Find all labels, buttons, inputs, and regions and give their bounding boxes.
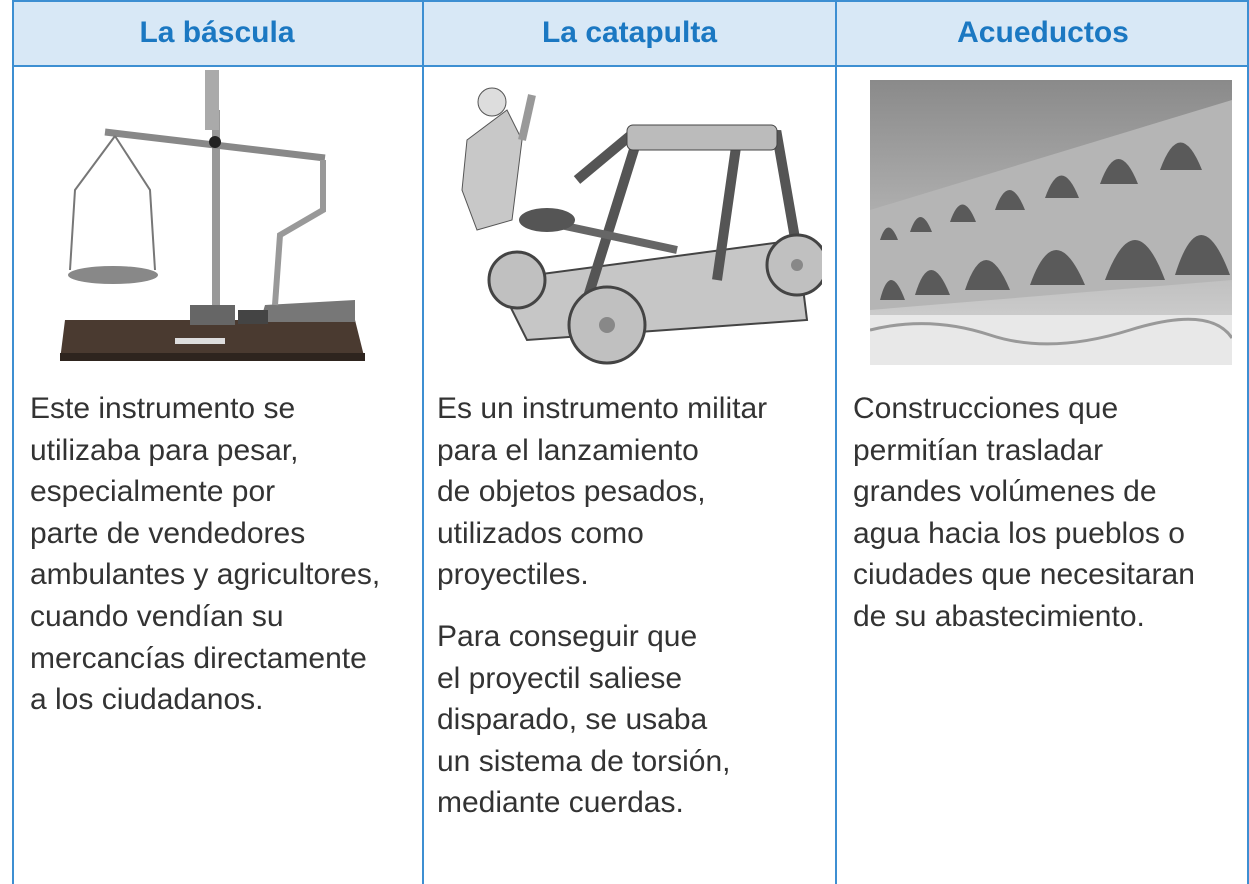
scale-image	[60, 70, 365, 361]
text-line: a los ciudadanos.	[30, 683, 264, 717]
text-line: ciudades que necesitaran	[853, 558, 1195, 592]
text-line: Es un instrumento militar	[437, 392, 768, 425]
column-header: La báscula	[12, 0, 422, 66]
text-line: un sistema de torsión,	[437, 744, 731, 778]
text-line: el proyectil saliese	[437, 661, 683, 695]
text-line: Este instrumento se	[30, 392, 296, 425]
text-line: grandes volúmenes de	[853, 475, 1157, 509]
text-line: Construcciones que	[853, 392, 1119, 425]
aqueduct-image	[870, 80, 1232, 365]
border	[422, 0, 424, 884]
border	[835, 0, 837, 884]
text-line: Para conseguir que	[437, 620, 698, 653]
text-line: mercancías directamente	[30, 641, 367, 675]
text-line: proyectiles.	[437, 558, 589, 592]
text-line: de su abastecimiento.	[853, 600, 1145, 633]
column-header: La catapulta	[424, 0, 835, 66]
border	[12, 0, 1249, 2]
catapult-image	[461, 87, 822, 365]
border	[12, 65, 1249, 67]
text-line: agua hacia los pueblos o	[853, 516, 1185, 550]
border	[1247, 0, 1249, 884]
text-line: de objetos pesados,	[437, 475, 706, 509]
text-line: ambulantes y agricultores,	[30, 558, 381, 592]
text-line: cuando vendían su	[30, 600, 284, 633]
column-header: Acueductos	[837, 0, 1249, 66]
text-line: parte de vendedores	[30, 516, 306, 550]
text-line: mediante cuerdas.	[437, 786, 684, 820]
text-line: utilizados como	[437, 516, 644, 550]
text-line: especialmente por	[30, 475, 276, 509]
text-line: para el lanzamiento	[437, 433, 699, 467]
border	[12, 0, 14, 884]
text-line: disparado, se usaba	[437, 703, 708, 737]
text-line: permitían trasladar	[853, 433, 1104, 467]
text-line: utilizaba para pesar,	[30, 433, 299, 467]
